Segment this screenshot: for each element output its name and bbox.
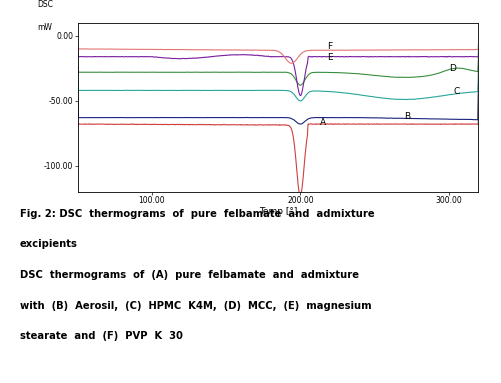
Text: D: D [449,64,455,73]
Text: A: A [320,118,326,127]
Text: excipients: excipients [20,239,78,249]
Text: B: B [404,112,410,121]
Text: DSC: DSC [38,0,54,10]
Text: E: E [327,53,333,62]
Text: DSC  thermograms  of  (A)  pure  felbamate  and  admixture: DSC thermograms of (A) pure felbamate an… [20,270,359,280]
Text: with  (B)  Aerosil,  (C)  HPMC  K4M,  (D)  MCC,  (E)  magnesium: with (B) Aerosil, (C) HPMC K4M, (D) MCC,… [20,301,372,311]
Text: F: F [327,43,332,51]
Text: mW: mW [38,23,53,32]
Text: C: C [453,87,459,96]
X-axis label: Temp [°]: Temp [°] [259,208,297,216]
Text: Fig. 2: DSC  thermograms  of  pure  felbamate  and  admixture: Fig. 2: DSC thermograms of pure felbamat… [20,209,375,219]
Text: stearate  and  (F)  PVP  K  30: stearate and (F) PVP K 30 [20,331,183,341]
